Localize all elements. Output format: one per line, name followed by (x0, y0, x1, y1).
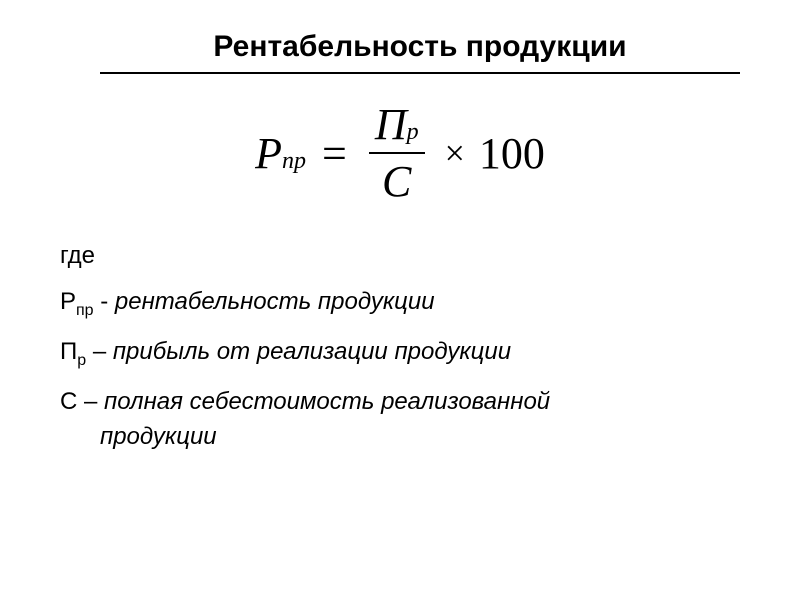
definition-3: С – полная себестоимость реализованной (60, 388, 740, 420)
def3-dash: – (77, 388, 104, 415)
denominator: С (376, 154, 417, 207)
def2-symbol: П (60, 338, 77, 365)
formula: Р пр = П р С × 100 (60, 99, 740, 207)
formula-lhs: Р пр (255, 128, 306, 179)
where-label: где (60, 242, 740, 270)
def2-subscript: р (77, 352, 86, 369)
equals-sign: = (322, 128, 347, 179)
def1-symbol: Р (60, 288, 76, 315)
hundred: 100 (479, 128, 545, 179)
def1-dash: - (94, 288, 115, 315)
slide-title: Рентабельность продукции (100, 30, 740, 64)
def3-desc: полная себестоимость реализованной (104, 388, 550, 415)
def3-desc2: продукции (100, 423, 217, 450)
numerator: П р (369, 99, 425, 152)
def2-desc: прибыль от реализации продукции (113, 338, 511, 365)
def1-subscript: пр (76, 302, 94, 319)
times-sign: × (445, 132, 465, 174)
definition-2: Пр – прибыль от реализации продукции (60, 338, 740, 370)
definition-1: Рпр - рентабельность продукции (60, 288, 740, 320)
fraction: П р С (369, 99, 425, 207)
lhs-symbol: Р (255, 128, 282, 179)
def3-symbol: С (60, 388, 77, 415)
num-symbol: П (375, 99, 407, 150)
def2-dash: – (86, 338, 113, 365)
def1-desc: рентабельность продукции (115, 288, 435, 315)
num-subscript: р (407, 119, 419, 146)
definition-3-cont: продукции (60, 423, 740, 451)
lhs-subscript: пр (282, 148, 306, 175)
title-underline (100, 72, 740, 74)
